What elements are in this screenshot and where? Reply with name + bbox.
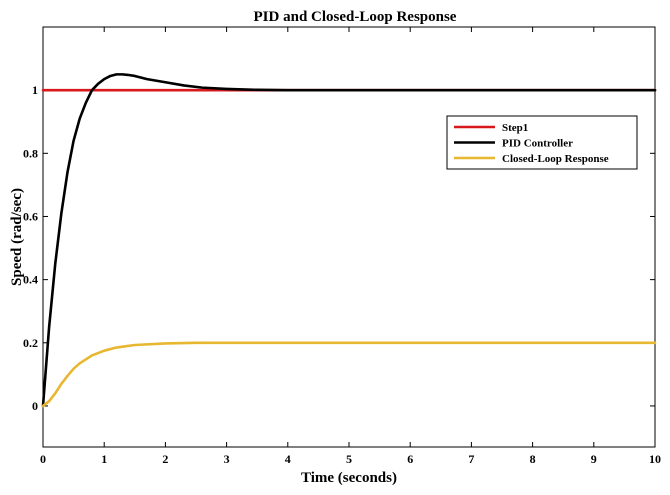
y-axis-label: Speed (rad/sec) <box>9 188 25 286</box>
series-line-closed-loop-response <box>41 341 657 408</box>
x-tick-label: 0 <box>40 452 46 466</box>
x-tick-label: 8 <box>530 452 536 466</box>
legend-label: Closed-Loop Response <box>502 153 609 165</box>
y-tick-label: 0.6 <box>23 209 38 223</box>
y-tick-label: 1 <box>32 83 38 97</box>
legend-label: PID Controller <box>502 138 573 150</box>
x-tick-label: 1 <box>101 452 107 466</box>
x-tick-label: 2 <box>162 452 168 466</box>
series-lines <box>41 73 657 408</box>
x-tick-label: 10 <box>649 452 661 466</box>
x-axis: 0 1 2 3 4 5 6 7 8 9 10 <box>40 27 661 466</box>
y-tick-label: 0.8 <box>23 146 38 160</box>
x-tick-label: 7 <box>468 452 474 466</box>
plot-area <box>42 26 656 448</box>
y-tick-label: 0 <box>32 399 38 413</box>
x-axis-label: Time (seconds) <box>301 470 397 486</box>
chart-title: PID and Closed-Loop Response <box>254 9 457 25</box>
y-tick-label: 0.2 <box>23 336 38 350</box>
y-axis: 0 0.2 0.4 0.6 0.8 1 <box>23 83 655 413</box>
series-line-pid-controller <box>41 73 657 408</box>
x-tick-label: 6 <box>407 452 413 466</box>
y-tick-label: 0.4 <box>23 273 38 287</box>
legend-label: Step1 <box>502 122 528 134</box>
x-tick-label: 5 <box>346 452 352 466</box>
x-tick-label: 4 <box>285 452 291 466</box>
legend: Step1 PID Controller Closed-Loop Response <box>446 115 638 170</box>
x-tick-label: 3 <box>224 452 230 466</box>
x-tick-label: 9 <box>591 452 597 466</box>
